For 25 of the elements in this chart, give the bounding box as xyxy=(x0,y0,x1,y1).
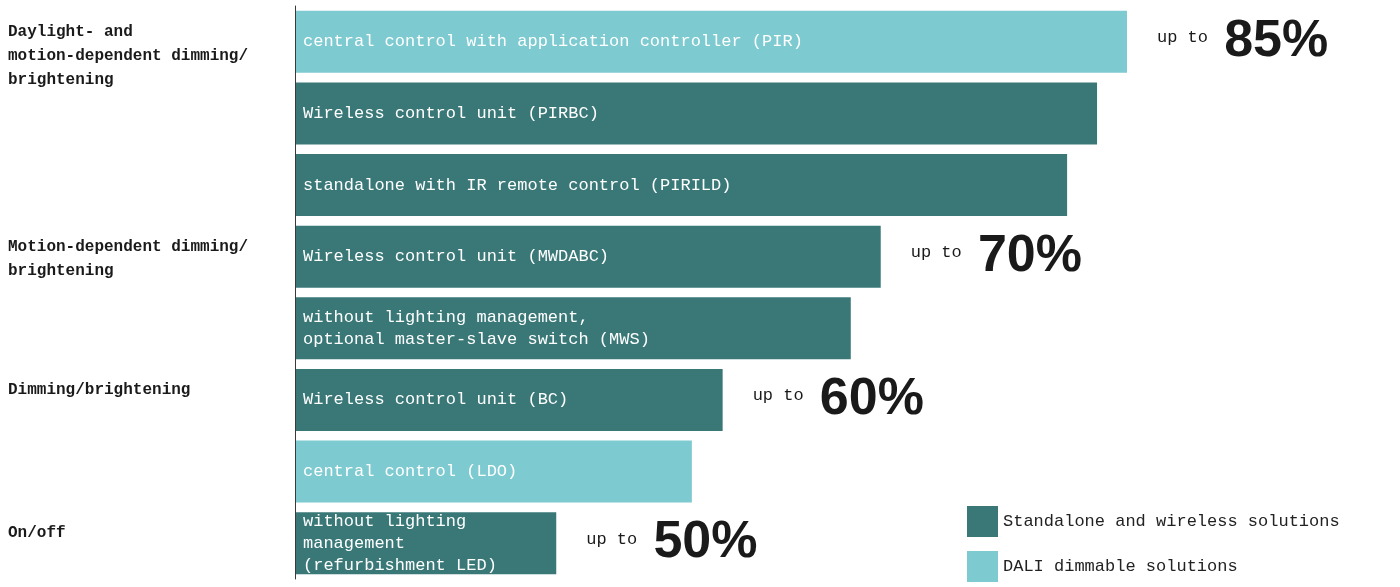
bar xyxy=(295,440,692,503)
text: Motion-dependent dimming/brightening xyxy=(8,237,249,280)
text: Dimming/brightening xyxy=(8,380,191,399)
y-tick-label: without lighting management, optional master-slave switch (MWS) xyxy=(303,307,650,349)
y-tick-label: without lighting management (refurbishment LED) xyxy=(303,511,497,575)
bar xyxy=(295,10,1127,73)
y-tick-label: Wireless control unit (MWDABC) xyxy=(303,247,610,267)
annotation: up to 85% xyxy=(1157,8,1329,67)
bar xyxy=(295,225,881,288)
text: On/off xyxy=(8,524,66,543)
annotation: up to 50% xyxy=(586,510,758,569)
bar xyxy=(295,368,723,431)
y-tick-label: Wireless control unit (BC) xyxy=(303,390,569,410)
bar xyxy=(295,154,1068,217)
annotation: up to 70% xyxy=(910,223,1083,282)
y-tick-label: standalone with IR remote control (PIRILD) xyxy=(303,175,732,195)
y-tick-label: central control (LDO) xyxy=(303,462,518,482)
text: Daylight- and motion-dependent dimming/ brightening xyxy=(8,22,258,89)
legend-label: DALI dimmable solutions xyxy=(1003,557,1238,576)
legend-label: Standalone and wireless solutions xyxy=(1003,512,1340,531)
bar xyxy=(295,297,851,360)
bar xyxy=(295,82,1098,145)
y-tick-label: Wireless control unit (PIRBC) xyxy=(303,103,599,123)
annotation: up to 60% xyxy=(752,366,924,425)
y-tick-label: central control with application controller (PIR) xyxy=(303,32,803,52)
